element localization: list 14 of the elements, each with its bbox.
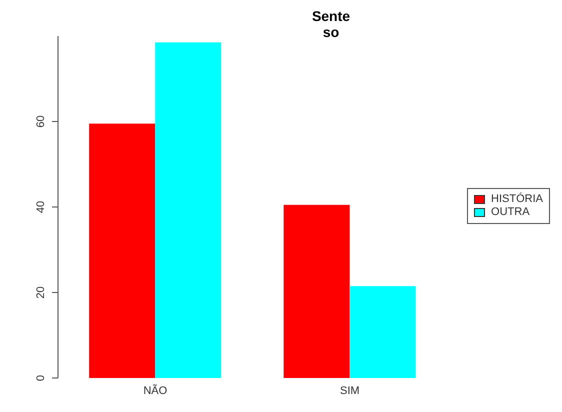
bar (89, 124, 156, 378)
y-tick-label: 60 (35, 115, 47, 128)
legend-label: OUTRA (491, 206, 530, 219)
y-tick-label: 0 (35, 374, 47, 382)
chart-subtitle: so (322, 24, 340, 40)
x-tick-label: NÃO (143, 384, 168, 397)
bar (350, 286, 416, 378)
chart-title: Sente (310, 8, 352, 24)
y-tick-label: 40 (35, 200, 47, 214)
bar (155, 42, 222, 378)
y-tick-label: 20 (35, 286, 47, 299)
bar (284, 204, 350, 378)
x-tick-label: SIM (340, 384, 360, 397)
legend-label: HISTÓRIA (491, 193, 543, 206)
